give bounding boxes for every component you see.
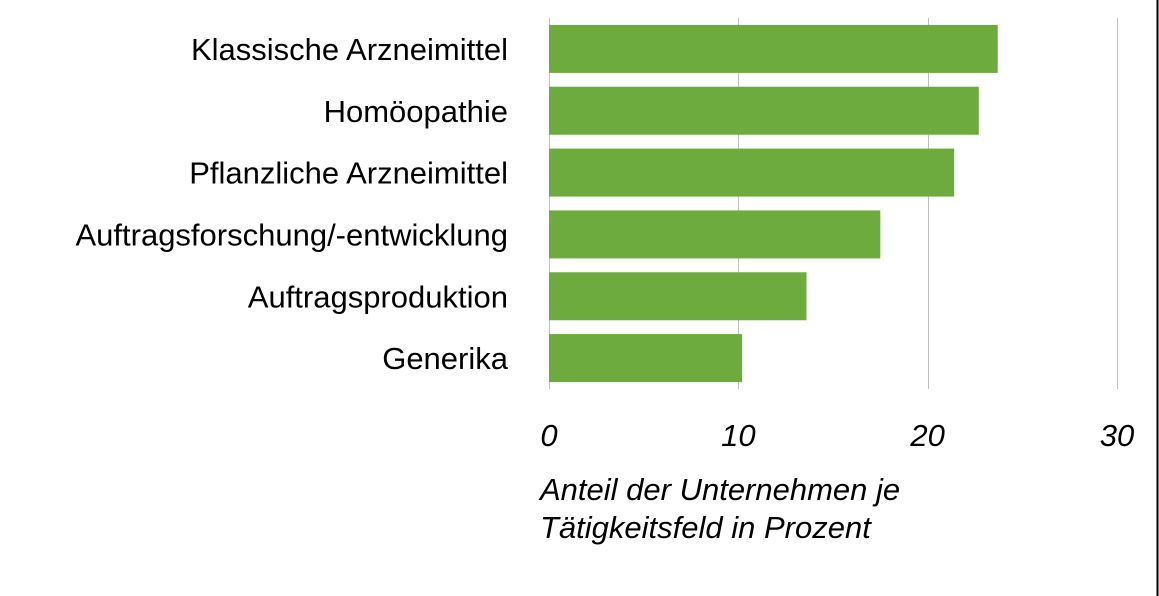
category-label: Auftragsforschung/-entwicklung [75, 217, 508, 252]
bar [549, 272, 807, 321]
x-tick-labels: 0 10 20 30 [540, 418, 1134, 453]
category-label: Pflanzliche Arzneimittel [189, 156, 508, 191]
category-label: Generika [382, 341, 509, 376]
category-label: Auftragsproduktion [248, 279, 508, 314]
category-label: Klassische Arzneimittel [191, 32, 508, 67]
bars [549, 24, 998, 383]
category-label: Homöopathie [324, 94, 508, 129]
x-tick-label: 20 [909, 418, 944, 453]
x-tick-label: 10 [721, 418, 755, 453]
x-axis-title-line-2: Tätigkeitsfeld in Prozent [540, 510, 872, 545]
category-labels: Klassische Arzneimittel Homöopathie Pflanz… [75, 32, 508, 376]
gridlines [549, 18, 1118, 389]
x-tick-label: 30 [1100, 418, 1134, 453]
x-axis-title-line-1: Anteil der Unternehmen je [538, 472, 900, 507]
bar [549, 334, 743, 383]
x-tick-label: 0 [540, 418, 557, 453]
bar [549, 148, 955, 197]
bar [549, 86, 979, 135]
bar [549, 210, 881, 259]
bar [549, 24, 998, 73]
